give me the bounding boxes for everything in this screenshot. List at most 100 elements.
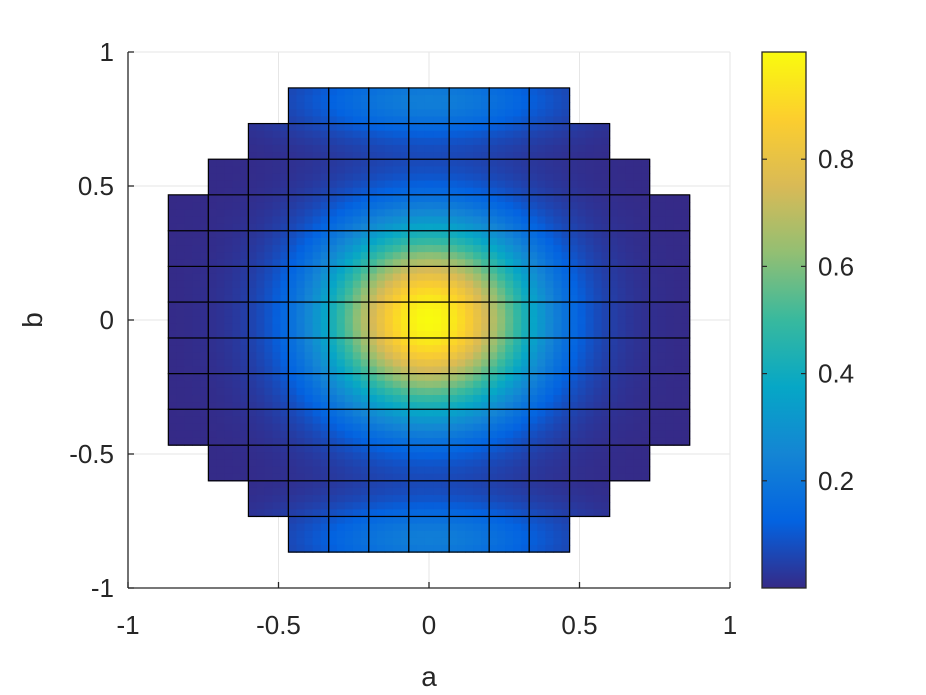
heatmap-cell	[408, 87, 450, 125]
heatmap-cell	[247, 265, 290, 303]
heatmap-cell	[287, 265, 330, 303]
heatmap-cell	[528, 301, 571, 339]
heatmap-cell	[608, 194, 651, 232]
heatmap-cell	[167, 337, 209, 375]
heatmap-cell	[528, 230, 571, 267]
heatmap-cell	[528, 408, 571, 446]
heatmap-cell	[528, 480, 571, 518]
heatmap-cell	[287, 230, 330, 267]
heatmap-cell	[608, 301, 651, 339]
heatmap-cell	[488, 301, 530, 339]
heatmap-cell	[568, 408, 611, 446]
heatmap-cell	[247, 337, 290, 375]
y-tick-label: 0.5	[78, 171, 114, 201]
heatmap-cell	[328, 515, 370, 553]
heatmap-cell	[649, 194, 691, 232]
heatmap-cell	[287, 373, 330, 410]
heatmap-cell	[328, 408, 370, 446]
heatmap-cell	[408, 301, 450, 339]
heatmap-cell	[328, 337, 370, 375]
y-axis-label: b	[17, 312, 48, 328]
heatmap-cell	[287, 337, 330, 375]
heatmap-cell	[328, 265, 370, 303]
heatmap-cell	[207, 337, 249, 375]
heatmap-cell	[368, 373, 410, 410]
heatmap-cell	[368, 337, 410, 375]
heatmap-cell	[649, 337, 691, 375]
heatmap-cell	[608, 230, 651, 267]
heatmap-cell	[528, 444, 571, 482]
plot-axes: -1 -0.5 0 0.5 1 -1 -0.5 0 0.5 1 a b	[17, 37, 737, 692]
heatmap-cell	[287, 408, 330, 446]
heatmap-cell	[368, 265, 410, 303]
heatmap-cell	[448, 373, 490, 410]
heatmap-cell	[488, 373, 530, 410]
heatmap-cell	[568, 301, 611, 339]
heatmap-cell	[368, 87, 410, 125]
heatmap-cell	[408, 515, 450, 553]
heatmap-cell	[488, 230, 530, 267]
heatmap-cell	[287, 301, 330, 339]
heatmap-cell	[528, 194, 571, 232]
heatmap-cell	[368, 122, 410, 160]
heatmap-cell	[247, 373, 290, 410]
heatmap-cell	[568, 122, 611, 160]
heatmap-cell	[488, 480, 530, 518]
heatmap-cell	[167, 373, 209, 410]
colorbar-tick-label: 0.2	[818, 466, 854, 496]
heatmap-cell	[448, 444, 490, 482]
heatmap-cell	[528, 515, 571, 553]
y-tick-label: 1	[100, 37, 114, 67]
heatmap-cell	[368, 480, 410, 518]
heatmap-cell	[368, 301, 410, 339]
heatmap-cell	[207, 373, 249, 410]
colorbar: 0.2 0.4 0.6 0.8	[761, 51, 854, 589]
colorbar-gradient	[761, 51, 807, 589]
heatmap-cell	[528, 87, 571, 125]
heatmap-cell	[408, 373, 450, 410]
heatmap-cell	[488, 122, 530, 160]
heatmap-cell	[448, 337, 490, 375]
heatmap-cell	[568, 230, 611, 267]
heatmap-cell	[488, 337, 530, 375]
heatmap-cell	[488, 194, 530, 232]
heatmap-cell	[368, 444, 410, 482]
heatmap-cell	[287, 122, 330, 160]
heatmap-cell	[368, 408, 410, 446]
heatmap-cell	[328, 480, 370, 518]
heatmap-cell	[368, 230, 410, 267]
heatmap-cell	[408, 194, 450, 232]
heatmap-cell	[207, 444, 249, 482]
heatmap-cell	[528, 265, 571, 303]
x-tick-label: 0.5	[561, 610, 597, 640]
x-tick-label: -0.5	[256, 610, 301, 640]
colorbar-tick-label: 0.8	[818, 144, 854, 174]
heatmap-cell	[488, 87, 530, 125]
heatmap-cell	[287, 444, 330, 482]
heatmap-cell	[247, 408, 290, 446]
heatmap-cell	[528, 373, 571, 410]
heatmap-cell	[448, 265, 490, 303]
heatmap-cell	[608, 337, 651, 375]
heatmap-cell	[408, 337, 450, 375]
heatmap-cell	[528, 122, 571, 160]
heatmap-cell	[247, 122, 290, 160]
heatmap-cell	[408, 158, 450, 196]
heatmap-cell	[167, 265, 209, 303]
heatmap-cell	[448, 122, 490, 160]
heatmap-cell	[287, 87, 330, 125]
heatmap-cell	[568, 194, 611, 232]
heatmap-cell	[408, 122, 450, 160]
heatmap-cell	[247, 444, 290, 482]
heatmap-cell	[528, 337, 571, 375]
heatmap-cell	[247, 158, 290, 196]
heatmap-cell	[448, 158, 490, 196]
heatmap-cell	[328, 373, 370, 410]
heatmap-cell	[167, 301, 209, 339]
heatmap-cell	[167, 230, 209, 267]
heatmap-cell	[568, 265, 611, 303]
heatmap-cell	[207, 230, 249, 267]
heatmap-cell	[167, 194, 209, 232]
heatmap-cell	[247, 480, 290, 518]
heatmap-cell	[448, 408, 490, 446]
